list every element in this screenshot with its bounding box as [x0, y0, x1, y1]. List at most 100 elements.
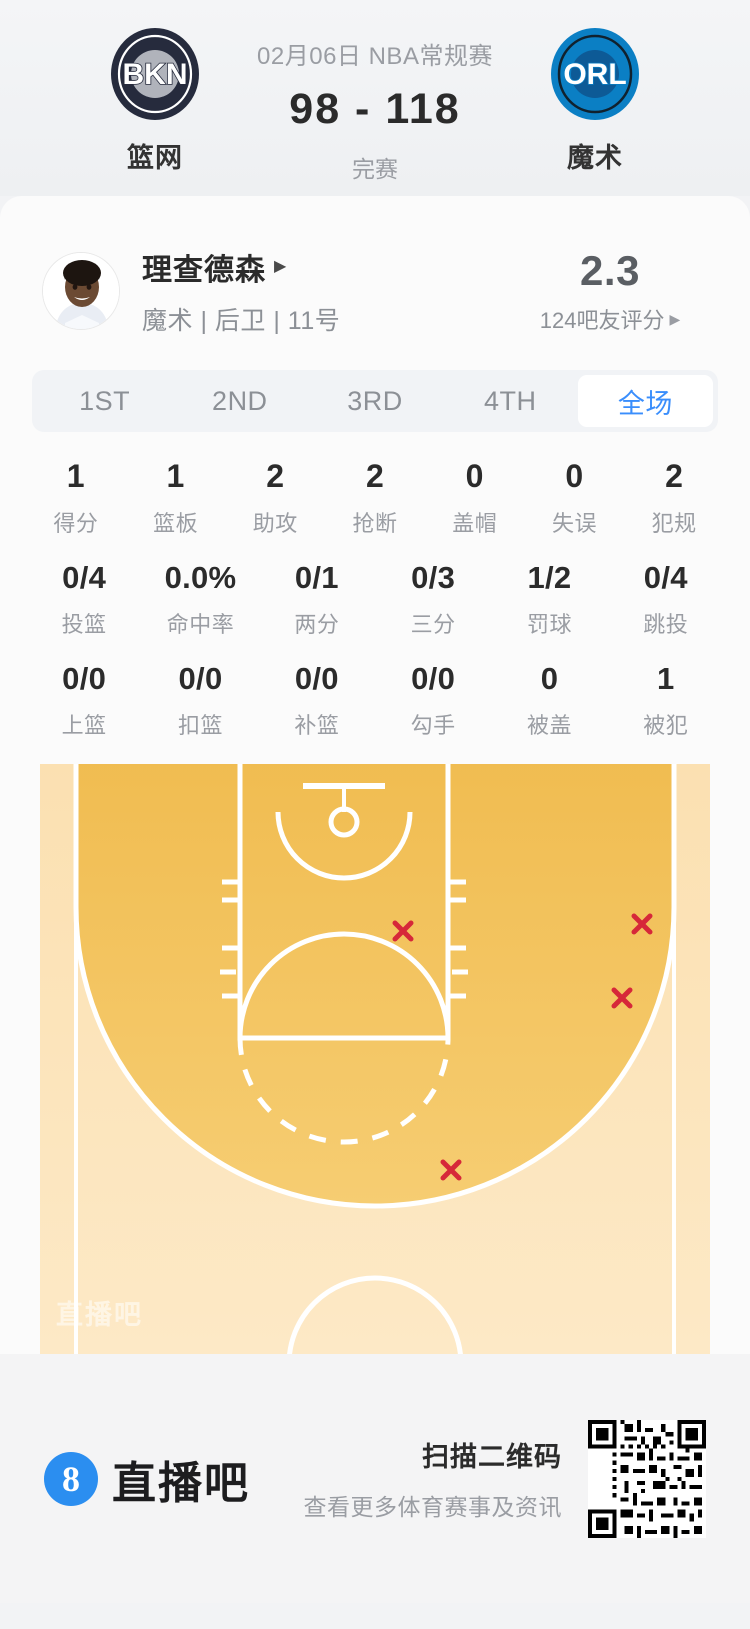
- stat-value: 2: [665, 458, 684, 494]
- stat-field-goals: 0/4 投篮: [26, 560, 142, 639]
- qr-section: 扫描二维码 查看更多体育赛事及资讯: [303, 1419, 706, 1538]
- stat-label: 勾手: [410, 713, 456, 738]
- qr-title: 扫描二维码: [422, 1442, 562, 1472]
- stat-value: 0/4: [643, 560, 688, 595]
- player-header-row[interactable]: 理查德森 ▶ 魔术 | 后卫 | 11号 2.3 124吧友评分 ▶: [0, 224, 750, 342]
- shot-marker-miss: [631, 913, 653, 935]
- footer-bar: 8 直播吧 扫描二维码 查看更多体育赛事及资讯: [0, 1354, 750, 1603]
- tab-2nd[interactable]: 2ND: [212, 385, 268, 416]
- rating-chevron-right-icon[interactable]: ▶: [669, 311, 681, 327]
- stat-label: 两分: [294, 612, 340, 637]
- stats-row-basic: 1 得分 1 篮板 2 助攻 2 抢断 0 盖帽 0 失误: [0, 458, 750, 538]
- stat-value: 1: [66, 458, 85, 494]
- stat-label: 得分: [53, 511, 99, 536]
- stat-value: 1: [657, 661, 675, 696]
- stat-three-pointers: 0/3 三分: [375, 560, 491, 639]
- stat-blocks: 0 盖帽: [425, 458, 525, 538]
- stats-row-shot-types: 0/0 上篮 0/0 扣篮 0/0 补篮 0/0 勾手 0 被盖 1 被犯: [0, 661, 750, 740]
- stat-label: 上篮: [61, 713, 107, 738]
- away-team-name: 篮网: [127, 143, 183, 173]
- stat-value: 0: [465, 458, 484, 494]
- brand-mark-icon: 8: [44, 1451, 98, 1506]
- svg-text:ORL: ORL: [563, 58, 626, 91]
- stat-value: 0/0: [178, 661, 223, 696]
- stat-value: 1: [166, 458, 185, 494]
- stat-fouls-drawn: 1 被犯: [608, 661, 724, 740]
- shot-marker-group: [392, 913, 653, 1181]
- stat-fg-percent: 0.0% 命中率: [142, 560, 258, 639]
- stat-turnovers: 0 失误: [525, 458, 625, 538]
- tab-4th[interactable]: 4TH: [483, 385, 537, 416]
- tab-1st[interactable]: 1ST: [79, 385, 131, 416]
- stat-label: 投篮: [61, 612, 107, 637]
- stat-value: 0/3: [411, 560, 456, 595]
- home-team[interactable]: ORL 魔术: [510, 26, 680, 175]
- stat-value: 0.0%: [164, 560, 237, 595]
- shot-marker-miss: [440, 1159, 462, 1181]
- stats-row-shooting: 0/4 投篮 0.0% 命中率 0/1 两分 0/3 三分 1/2 罚球 0/4…: [0, 560, 750, 639]
- stat-dunks: 0/0 扣篮: [142, 661, 258, 740]
- shot-marker-miss: [611, 987, 633, 1009]
- stat-jump-shots: 0/4 跳投: [608, 560, 724, 639]
- stat-steals: 2 抢断: [325, 458, 425, 538]
- stat-value: 0/0: [411, 661, 456, 696]
- stat-label: 三分: [410, 612, 456, 637]
- stat-label: 命中率: [166, 612, 235, 637]
- score-block: 02月06日 NBA常规赛 98 - 118 完赛: [240, 26, 510, 184]
- stat-value: 0/4: [62, 560, 107, 595]
- stat-label: 补篮: [294, 713, 340, 738]
- player-avatar: [42, 252, 120, 330]
- scoreboard-header: BKN 篮网 02月06日 NBA常规赛 98 - 118 完赛 ORL 魔术: [0, 0, 750, 196]
- player-name: 理查德森: [142, 254, 266, 287]
- tab-3rd[interactable]: 3RD: [347, 385, 403, 416]
- player-info: 理查德森 ▶ 魔术 | 后卫 | 11号: [142, 245, 518, 337]
- stat-value: 0/1: [294, 560, 339, 595]
- qr-code-image[interactable]: [588, 1419, 706, 1538]
- stat-hooks: 0/0 勾手: [375, 661, 491, 740]
- game-status: 完赛: [352, 156, 398, 182]
- stat-label: 犯规: [651, 511, 697, 536]
- player-card: 理查德森 ▶ 魔术 | 后卫 | 11号 2.3 124吧友评分 ▶ 1ST 2…: [0, 196, 750, 1354]
- stat-points: 1 得分: [26, 458, 126, 538]
- stat-value: 0/0: [294, 661, 339, 696]
- svg-text:BKN: BKN: [123, 58, 188, 91]
- stat-layups: 0/0 上篮: [26, 661, 142, 740]
- stat-value: 0: [540, 661, 559, 696]
- brand-logo[interactable]: 8 直播吧: [44, 1447, 250, 1511]
- final-score: 98 - 118: [289, 85, 461, 133]
- stat-label: 抢断: [352, 511, 398, 536]
- stat-blocked-against: 0 被盖: [491, 661, 607, 740]
- stat-value: 0: [565, 458, 584, 494]
- stat-value: 0/0: [62, 661, 107, 696]
- away-team-logo-icon: BKN: [107, 26, 203, 122]
- stat-label: 被犯: [643, 713, 689, 738]
- stat-label: 跳投: [643, 612, 689, 637]
- stat-label: 罚球: [526, 612, 572, 637]
- stat-label: 扣篮: [177, 713, 223, 738]
- stat-label: 失误: [551, 511, 597, 536]
- qr-subtitle: 查看更多体育赛事及资讯: [303, 1494, 562, 1520]
- stat-label: 被盖: [526, 713, 572, 738]
- stat-value: 2: [365, 458, 385, 494]
- stat-label: 篮板: [153, 511, 199, 536]
- rating-value: 2.3: [580, 247, 640, 294]
- home-team-logo-icon: ORL: [547, 26, 643, 122]
- home-team-name: 魔术: [567, 143, 623, 173]
- tab-full-game[interactable]: 全场: [577, 375, 714, 427]
- stat-fouls: 2 犯规: [624, 458, 724, 538]
- stat-value: 2: [266, 458, 285, 494]
- away-team[interactable]: BKN 篮网: [70, 26, 240, 175]
- rating-block[interactable]: 2.3 124吧友评分 ▶: [518, 247, 708, 335]
- chevron-right-icon[interactable]: ▶: [274, 258, 287, 275]
- stat-value: 1/2: [527, 560, 572, 595]
- stat-rebounds: 1 篮板: [126, 458, 226, 538]
- stat-putbacks: 0/0 补篮: [259, 661, 375, 740]
- stat-free-throws: 1/2 罚球: [491, 560, 607, 639]
- stat-label: 盖帽: [452, 511, 498, 536]
- stat-label: 助攻: [252, 511, 298, 536]
- stat-two-pointers: 0/1 两分: [259, 560, 375, 639]
- rating-label: 124吧友评分: [539, 308, 665, 333]
- match-meta: 02月06日 NBA常规赛: [257, 43, 493, 70]
- shot-chart[interactable]: 直播吧: [40, 764, 710, 1354]
